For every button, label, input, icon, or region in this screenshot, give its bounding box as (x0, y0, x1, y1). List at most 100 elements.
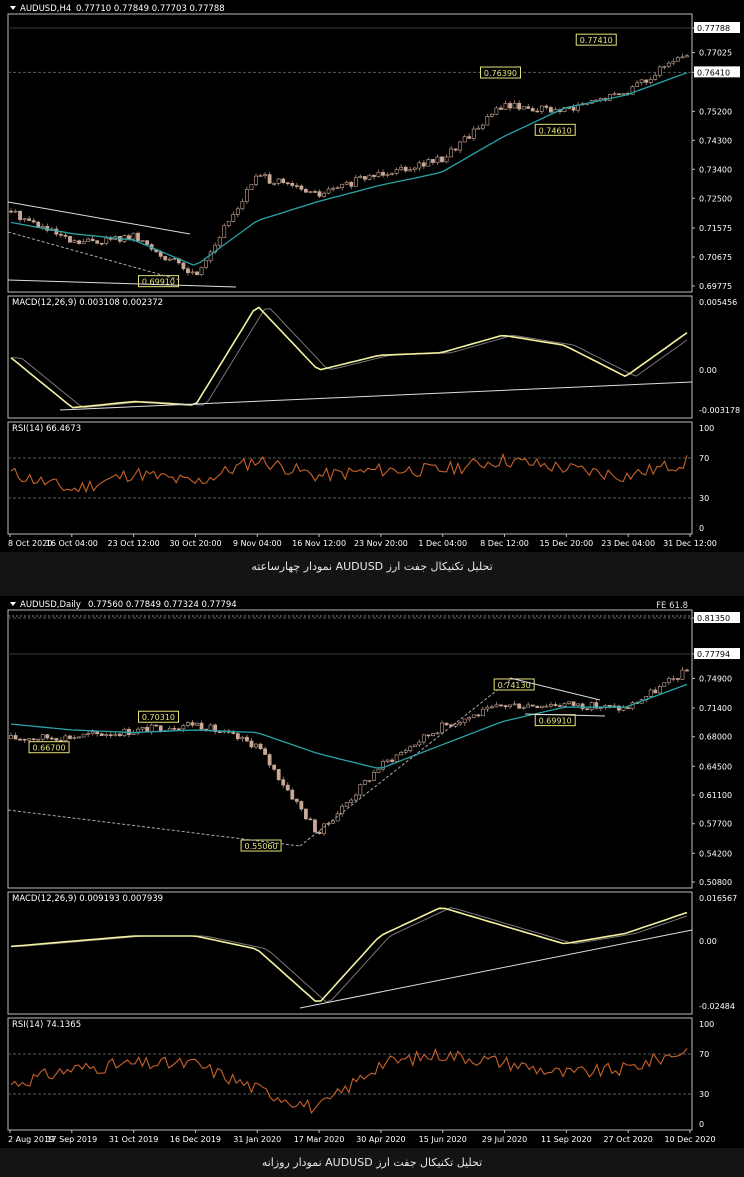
candle (372, 772, 376, 781)
candle (571, 107, 576, 111)
price-annotation-label: 0.55060 (245, 842, 278, 851)
moving-average-line (10, 72, 688, 266)
candle (666, 62, 671, 67)
candle (281, 779, 286, 786)
candle (303, 189, 308, 193)
candle (27, 218, 32, 221)
price-axis-label: 0.77025 (699, 49, 732, 58)
candle (31, 220, 36, 223)
candle (195, 722, 199, 726)
candle (621, 93, 626, 95)
time-axis-label: 17 Mar 2020 (294, 1135, 345, 1144)
macd-line (10, 306, 688, 409)
candle (476, 714, 481, 717)
candle (95, 240, 100, 244)
rsi-axis-label: 0 (699, 1120, 704, 1129)
candle (449, 148, 453, 158)
candle (503, 103, 508, 110)
time-axis-label: 16 Oct 04:00 (46, 539, 98, 548)
candle (72, 240, 77, 243)
candle (526, 106, 531, 109)
candle (86, 238, 91, 242)
h4-chart-svg[interactable]: AUDUSD,H4 0.77710 0.77849 0.77703 0.77788… (0, 0, 744, 552)
price-axis-label: 0.54200 (699, 849, 732, 858)
macd-line (10, 907, 688, 1002)
time-axis-label: 31 Oct 2019 (109, 1135, 158, 1144)
candle (453, 723, 458, 727)
candle (508, 103, 512, 109)
candle (558, 705, 562, 707)
candle (562, 703, 567, 707)
candle (662, 682, 667, 687)
candle (358, 784, 363, 796)
candle (680, 669, 685, 680)
time-axis-label: 15 Dec 20:00 (539, 539, 593, 548)
time-axis-label: 16 Nov 12:00 (292, 539, 346, 548)
macd-signal-line (11, 308, 688, 409)
candle (353, 177, 358, 187)
candle (431, 733, 435, 737)
rsi-label: RSI(14) 74.1365 (12, 1020, 81, 1030)
candle (544, 705, 549, 708)
price-axis-label: 0.74300 (699, 136, 732, 145)
candle (494, 704, 499, 708)
candle (113, 733, 118, 736)
rsi-line (10, 1047, 688, 1115)
price-axis-label: 0.71575 (699, 224, 732, 233)
daily-chart[interactable]: AUDUSD,Daily 0.77560 0.77849 0.77324 0.77… (0, 596, 744, 1148)
ohlc-label: 0.77710 0.77849 0.77703 0.77788 (76, 4, 225, 14)
candle (13, 735, 18, 740)
price-axis-label: 0.57700 (699, 820, 732, 829)
candle (612, 93, 617, 96)
price-axis-label: 0.61100 (699, 791, 732, 800)
level-price-box-label: 0.81350 (697, 614, 730, 623)
macd-label: MACD(12,26,9) 0.003108 0.002372 (12, 298, 163, 308)
candle (476, 127, 481, 130)
macd-axis-label: 0.016567 (699, 894, 737, 903)
candle (657, 686, 662, 694)
candle (331, 820, 336, 824)
candle (431, 159, 435, 163)
candle (22, 738, 27, 741)
time-axis-label: 10 Dec 2020 (664, 1135, 715, 1144)
candle (131, 232, 136, 240)
candle (172, 258, 177, 260)
candle (81, 241, 86, 244)
candle (199, 266, 204, 275)
rsi-pane-frame (7, 421, 693, 535)
rsi-axis-label: 70 (699, 454, 709, 463)
candle (81, 733, 86, 738)
candle (385, 759, 390, 762)
time-axis-label: 8 Oct 2020 (8, 539, 52, 548)
candle (412, 744, 417, 748)
candle (435, 732, 440, 735)
daily-caption: تحلیل تکنیکال جفت ارز AUDUSD نمودار روزا… (261, 1156, 483, 1169)
h4-chart[interactable]: AUDUSD,H4 0.77710 0.77849 0.77703 0.77788… (0, 0, 744, 552)
candle (340, 183, 345, 189)
daily-chart-svg[interactable]: AUDUSD,Daily 0.77560 0.77849 0.77324 0.77… (0, 596, 744, 1148)
candle (671, 60, 676, 64)
candle (326, 188, 331, 194)
candle (258, 175, 263, 178)
candle (512, 703, 517, 706)
candle (362, 176, 367, 180)
candle (417, 741, 422, 746)
candle (462, 718, 467, 723)
candle (490, 706, 494, 709)
rsi-label: RSI(14) 66.4673 (12, 424, 81, 434)
candle (480, 708, 485, 717)
candle (285, 182, 290, 184)
candle (77, 240, 81, 244)
price-annotation-box (137, 275, 179, 288)
price-annotation-box (534, 123, 576, 136)
candle (648, 689, 653, 697)
candle (421, 162, 426, 167)
candle (607, 705, 612, 707)
candle (240, 201, 245, 210)
candle (77, 736, 81, 739)
candle (653, 74, 658, 80)
price-annotation-label: 0.69910 (142, 278, 175, 287)
candle (462, 136, 467, 143)
candle (90, 731, 95, 734)
price-axis-label: 0.68000 (699, 733, 732, 742)
